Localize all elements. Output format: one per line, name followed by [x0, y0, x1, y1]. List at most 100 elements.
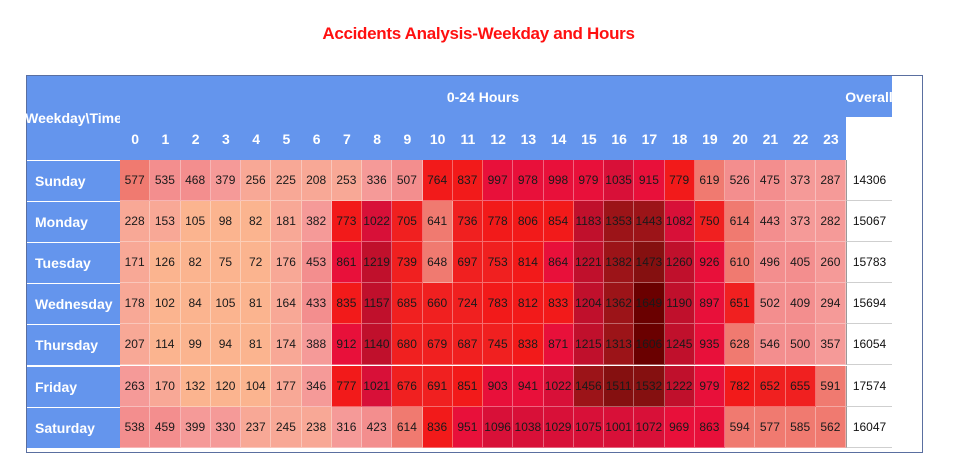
heatmap-cell: 357 [815, 324, 846, 366]
heatmap-cell: 926 [694, 242, 725, 284]
heatmap-cell: 685 [392, 283, 423, 325]
heatmap-cell: 778 [483, 201, 514, 243]
heatmap-cell: 177 [271, 365, 302, 407]
overall-value: 16054 [846, 324, 892, 366]
heatmap-cell: 382 [301, 201, 332, 243]
heatmap-cell: 225 [271, 160, 302, 202]
heatmap-cell: 238 [301, 406, 332, 448]
heatmap-cell: 1456 [573, 365, 604, 407]
heatmap-cell: 282 [815, 201, 846, 243]
heatmap-cell: 1511 [604, 365, 635, 407]
weekday-label: Monday [27, 201, 120, 243]
heatmap-cell: 546 [755, 324, 786, 366]
heatmap-cell: 330 [210, 406, 241, 448]
heatmap-cell: 316 [331, 406, 362, 448]
heatmap-cell: 838 [513, 324, 544, 366]
heatmap-cell: 104 [241, 365, 272, 407]
heatmap-cell: 453 [301, 242, 332, 284]
heatmap-cell: 628 [725, 324, 756, 366]
heatmap-cell: 1443 [634, 201, 665, 243]
heatmap-cell: 594 [725, 406, 756, 448]
heatmap-cell: 253 [331, 160, 362, 202]
heatmap-cell: 1038 [513, 406, 544, 448]
heatmap-cell: 114 [150, 324, 181, 366]
heatmap-cell: 171 [120, 242, 151, 284]
heatmap-cell: 81 [241, 324, 272, 366]
heatmap-cell: 837 [452, 160, 483, 202]
heatmap-cell: 126 [150, 242, 181, 284]
heatmap-cell: 610 [725, 242, 756, 284]
heatmap-cell: 779 [664, 160, 695, 202]
heatmap-cell: 1532 [634, 365, 665, 407]
hour-label: 23 [815, 117, 846, 160]
hour-label: 12 [483, 117, 514, 160]
heatmap-cell: 979 [573, 160, 604, 202]
heatmap-cell: 871 [543, 324, 574, 366]
heatmap-cell: 538 [120, 406, 151, 448]
heatmap-cell: 336 [362, 160, 393, 202]
heatmap-cell: 346 [301, 365, 332, 407]
heatmap-cell: 245 [271, 406, 302, 448]
heatmap-cell: 676 [392, 365, 423, 407]
hour-label: 19 [694, 117, 725, 160]
heatmap-cell: 812 [513, 283, 544, 325]
heatmap-cell: 764 [422, 160, 453, 202]
hour-label: 20 [725, 117, 756, 160]
heatmap-cell: 1075 [573, 406, 604, 448]
heatmap-cell: 619 [694, 160, 725, 202]
heatmap-cell: 814 [513, 242, 544, 284]
heatmap-cell: 861 [331, 242, 362, 284]
heatmap-cell: 782 [725, 365, 756, 407]
heatmap-cell: 836 [422, 406, 453, 448]
hour-label: 13 [513, 117, 544, 160]
weekday-label: Friday [27, 365, 120, 407]
heatmap-cell: 237 [241, 406, 272, 448]
heatmap-cell: 1260 [664, 242, 695, 284]
heatmap-cell: 854 [543, 201, 574, 243]
heatmap-cell: 864 [543, 242, 574, 284]
heatmap-cell: 1219 [362, 242, 393, 284]
heatmap-cell: 1382 [604, 242, 635, 284]
heatmap-cell: 170 [150, 365, 181, 407]
heatmap-cell: 228 [120, 201, 151, 243]
overall-value: 17574 [846, 365, 892, 407]
heatmap-cell: 409 [785, 283, 816, 325]
heatmap-cell: 783 [483, 283, 514, 325]
heatmap-cell: 1215 [573, 324, 604, 366]
heatmap-cell: 641 [422, 201, 453, 243]
heatmap-cell: 736 [452, 201, 483, 243]
heatmap-cell: 75 [210, 242, 241, 284]
overall-value: 15694 [846, 283, 892, 325]
hour-label: 22 [785, 117, 816, 160]
hour-label: 9 [392, 117, 423, 160]
heatmap-cell: 176 [271, 242, 302, 284]
heatmap-cell: 379 [210, 160, 241, 202]
heatmap-cell: 459 [150, 406, 181, 448]
heatmap-cell: 500 [785, 324, 816, 366]
heatmap-cell: 1221 [573, 242, 604, 284]
heatmap-cell: 705 [392, 201, 423, 243]
heatmap-cell: 1245 [664, 324, 695, 366]
heatmap-cell: 535 [150, 160, 181, 202]
heatmap-cell: 1362 [604, 283, 635, 325]
heatmap-cell: 1313 [604, 324, 635, 366]
heatmap-cell: 1096 [483, 406, 514, 448]
heatmap-cell: 98 [210, 201, 241, 243]
heatmap-cell: 373 [785, 201, 816, 243]
heatmap-cell: 99 [180, 324, 211, 366]
heatmap-cell: 153 [150, 201, 181, 243]
hour-label: 4 [241, 117, 272, 160]
heatmap-cell: 750 [694, 201, 725, 243]
heatmap-cell: 399 [180, 406, 211, 448]
heatmap-cell: 207 [120, 324, 151, 366]
hour-label: 3 [210, 117, 241, 160]
weekday-label: Thursday [27, 324, 120, 366]
heatmap-cell: 1082 [664, 201, 695, 243]
hour-label: 21 [755, 117, 786, 160]
heatmap-cell: 208 [301, 160, 332, 202]
heatmap-cell: 507 [392, 160, 423, 202]
heatmap-cell: 1190 [664, 283, 695, 325]
heatmap-cell: 1204 [573, 283, 604, 325]
heatmap-cell: 1021 [362, 365, 393, 407]
heatmap-cell: 660 [422, 283, 453, 325]
